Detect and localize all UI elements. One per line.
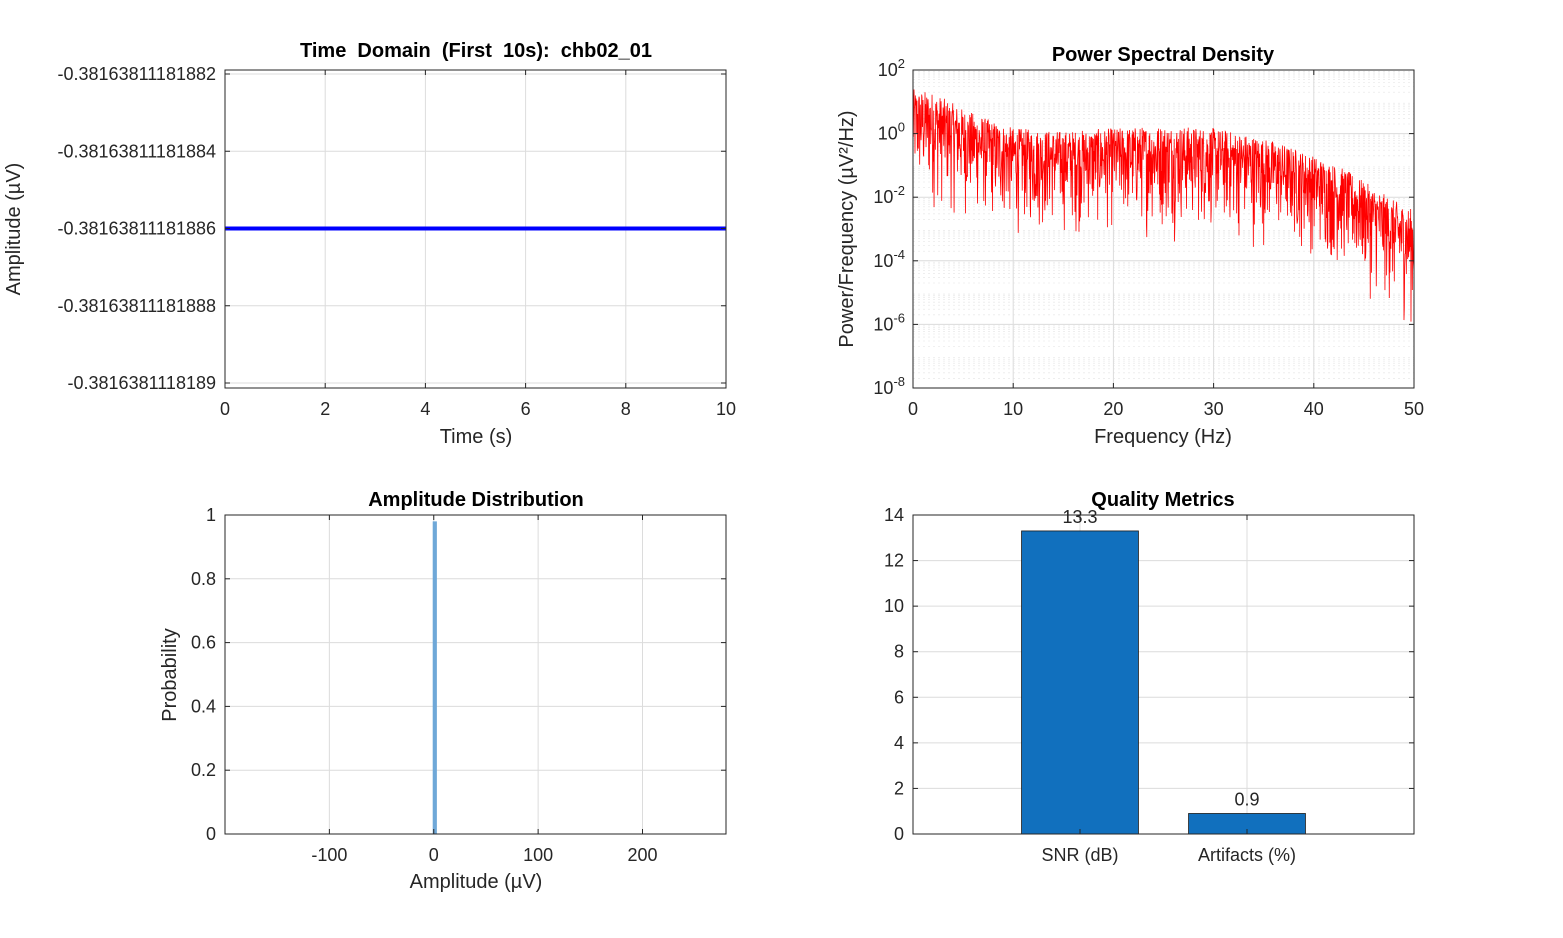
quality-metrics-ytick-label: 8 bbox=[894, 642, 904, 662]
amplitude-distribution-ytick-label: 0 bbox=[206, 824, 216, 844]
time-domain-ytick-label: -0.38163811181884 bbox=[58, 141, 216, 161]
time-domain-ytick-label: -0.38163811181886 bbox=[58, 219, 216, 239]
time-domain-ytick-label: -0.3816381118189 bbox=[68, 373, 216, 393]
amplitude-distribution-xtick-label: -100 bbox=[311, 845, 347, 865]
amplitude-distribution-ylabel: Probability bbox=[159, 628, 181, 721]
psd-ticks: 0 10 20 30 40 50 102 100 10-2 10-4 10-6 10-8 bbox=[873, 56, 1424, 419]
psd-axes-frame bbox=[912, 69, 1415, 389]
psd-ytick-label: 10-2 bbox=[873, 183, 905, 207]
time-domain-ytick-label: -0.38163811181888 bbox=[58, 296, 216, 316]
psd-ytick-label: 10-8 bbox=[873, 374, 905, 398]
amplitude-distribution-ytick-label: 0.6 bbox=[191, 633, 216, 653]
amplitude-distribution-xtick-label: 200 bbox=[627, 845, 657, 865]
psd-ytick-label: 100 bbox=[878, 120, 905, 144]
quality-metrics-xtick-label: SNR (dB) bbox=[1041, 845, 1118, 865]
quality-metrics-ticks: 0 2 4 6 8 10 12 14 SNR (dB) Artifacts (%) bbox=[884, 505, 1414, 865]
time-domain-xtick-label: 2 bbox=[320, 399, 330, 419]
time-domain-ylabel: Amplitude (µV) bbox=[3, 163, 25, 296]
time-domain-panel: 0 2 4 6 8 10 -0.38163811181882 -0.3816381118188… bbox=[3, 40, 736, 448]
amplitude-distribution-bar bbox=[432, 521, 437, 834]
amplitude-distribution-xtick-label: 0 bbox=[429, 845, 439, 865]
psd-spectrum-line bbox=[912, 89, 1415, 322]
amplitude-distribution-grid bbox=[225, 514, 726, 835]
quality-metrics-title: Quality Metrics bbox=[1091, 489, 1234, 511]
amplitude-distribution-bars bbox=[432, 521, 437, 834]
psd-ytick-label: 10-6 bbox=[873, 310, 905, 334]
amplitude-distribution-ytick-label: 0.4 bbox=[191, 696, 216, 716]
quality-metrics-bars: 13.30.9 bbox=[1021, 507, 1306, 835]
time-domain-xtick-label: 0 bbox=[220, 399, 230, 419]
quality-metrics-ytick-label: 2 bbox=[894, 778, 904, 798]
psd-series bbox=[912, 89, 1415, 322]
psd-xtick-label: 30 bbox=[1204, 399, 1224, 419]
amplitude-distribution-ticks: -100 0 100 200 0 0.2 0.4 0.6 0.8 1 bbox=[191, 505, 726, 865]
psd-panel: 0 10 20 30 40 50 102 100 10-2 10-4 10-6 10-8 Power … bbox=[836, 44, 1424, 448]
time-domain-title: Time Domain (First 10s): chb02_01 bbox=[300, 40, 652, 62]
amplitude-distribution-xtick-label: 100 bbox=[523, 845, 553, 865]
time-domain-xlabel: Time (s) bbox=[440, 426, 513, 448]
quality-metrics-xtick-label: Artifacts (%) bbox=[1198, 845, 1296, 865]
time-domain-xtick-label: 10 bbox=[716, 399, 736, 419]
psd-xtick-label: 10 bbox=[1003, 399, 1023, 419]
psd-xtick-label: 50 bbox=[1404, 399, 1424, 419]
psd-ylabel: Power/Frequency (µV²/Hz) bbox=[836, 110, 858, 347]
quality-metrics-ytick-label: 6 bbox=[894, 687, 904, 707]
amplitude-distribution-ytick-label: 1 bbox=[206, 505, 216, 525]
psd-title: Power Spectral Density bbox=[1052, 44, 1275, 66]
time-domain-ticks: 0 2 4 6 8 10 -0.38163811181882 -0.3816381118188… bbox=[58, 64, 737, 419]
time-domain-xtick-label: 6 bbox=[521, 399, 531, 419]
psd-xlabel: Frequency (Hz) bbox=[1094, 426, 1232, 448]
psd-xtick-label: 20 bbox=[1103, 399, 1123, 419]
quality-metrics-ytick-label: 0 bbox=[894, 824, 904, 844]
time-domain-xtick-label: 8 bbox=[621, 399, 631, 419]
amplitude-distribution-ytick-label: 0.8 bbox=[191, 569, 216, 589]
psd-ytick-label: 10-4 bbox=[873, 247, 905, 271]
quality-metrics-panel: 13.30.9 0 2 4 6 8 10 12 14 SNR (dB) Artifacts (%)… bbox=[884, 489, 1415, 865]
quality-metrics-grid bbox=[913, 514, 1414, 835]
amplitude-distribution-panel: -100 0 100 200 0 0.2 0.4 0.6 0.8 1 Amplitude Dist… bbox=[159, 489, 727, 893]
quality-metrics-data-label: 0.9 bbox=[1234, 789, 1259, 809]
psd-xtick-label: 0 bbox=[908, 399, 918, 419]
amplitude-distribution-axes-frame bbox=[224, 514, 727, 835]
quality-metrics-ytick-label: 12 bbox=[884, 551, 904, 571]
quality-metrics-axes-frame bbox=[912, 514, 1415, 835]
time-domain-ytick-label: -0.38163811181882 bbox=[58, 64, 216, 84]
amplitude-distribution-xlabel: Amplitude (µV) bbox=[410, 871, 543, 893]
quality-metrics-bar bbox=[1021, 530, 1139, 835]
amplitude-distribution-title: Amplitude Distribution bbox=[368, 489, 584, 511]
quality-metrics-ytick-label: 4 bbox=[894, 733, 904, 753]
time-domain-xtick-label: 4 bbox=[420, 399, 430, 419]
psd-xtick-label: 40 bbox=[1304, 399, 1324, 419]
quality-metrics-ytick-label: 14 bbox=[884, 505, 904, 525]
amplitude-distribution-ytick-label: 0.2 bbox=[191, 760, 216, 780]
psd-ytick-label: 102 bbox=[878, 56, 905, 80]
quality-metrics-ytick-label: 10 bbox=[884, 596, 904, 616]
